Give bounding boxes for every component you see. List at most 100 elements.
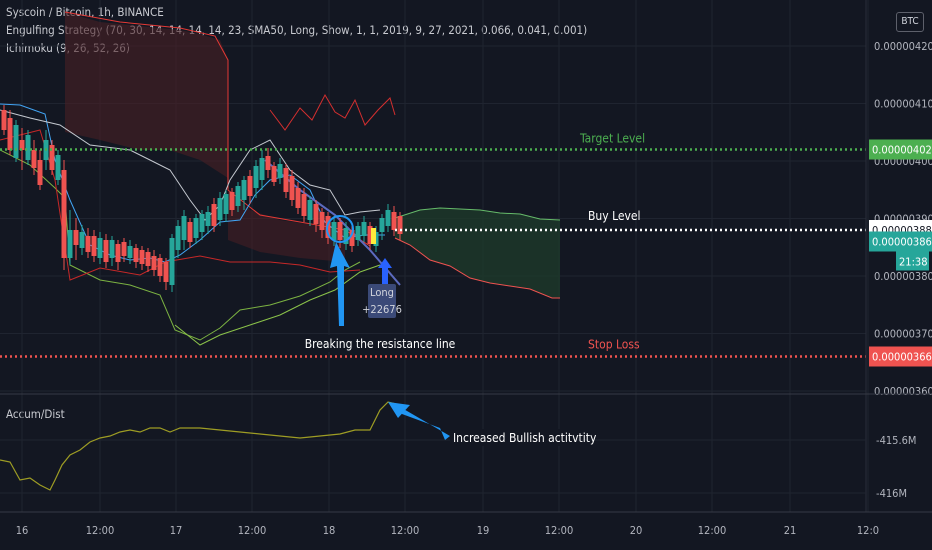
currency-badge[interactable]: BTC (896, 12, 924, 32)
candle-body (355, 226, 361, 240)
stop-price-text: 0.00000366 (872, 351, 932, 364)
green-lower-line (174, 264, 381, 346)
candle-body (259, 158, 265, 180)
long-signal-label: Long (370, 286, 394, 299)
candle-body (79, 232, 85, 248)
price-tick-label: 0.00000420 (874, 40, 932, 53)
chart-symbol-title[interactable]: Syscoin / Bitcoin, 1h, BINANCE (6, 5, 164, 19)
candle-body (19, 140, 25, 150)
candle-body (115, 244, 121, 262)
candle-body (337, 222, 343, 240)
candle-body (331, 222, 337, 240)
candle-body (193, 218, 199, 238)
candle-body (367, 226, 373, 244)
candle-body (235, 186, 241, 206)
candle-body (271, 166, 277, 182)
candle-body (229, 192, 235, 210)
ichimoku-cloud-bullish (395, 208, 560, 298)
candle-body (85, 236, 91, 252)
candle-body (181, 216, 187, 240)
candle-body (283, 168, 289, 192)
breakout-label: Breaking the resistance line (305, 337, 456, 351)
candle-body (25, 135, 31, 160)
candle-body (379, 218, 385, 232)
buy-level-label: Buy Level (588, 209, 641, 223)
price-tick-label: 0.00000370 (874, 328, 932, 341)
target-level-label: Target Level (579, 132, 645, 146)
time-tick-label: 16 (16, 524, 29, 537)
price-tick-label: 0.00000410 (874, 98, 932, 111)
candle-body (109, 240, 115, 258)
candle-body (73, 230, 79, 245)
candle-body (37, 160, 43, 185)
last-price-text: 0.00000386 (872, 236, 932, 249)
accum-dist-title[interactable]: Accum/Dist (6, 407, 65, 421)
signal-candle (371, 228, 376, 244)
candle-body (397, 216, 403, 234)
candle-body (1, 110, 7, 130)
accum-tick-label: -416M (876, 487, 907, 500)
target-price-badge (869, 139, 932, 160)
candle-body (175, 226, 181, 250)
breakout-arrow (330, 242, 350, 326)
candle-body (361, 222, 367, 236)
candle-body (7, 118, 13, 150)
price-tick-label: 0.00000360 (874, 385, 932, 398)
stop-price-badge (869, 346, 932, 367)
countdown-text: 21:38 (899, 256, 928, 269)
candle-body (319, 212, 325, 230)
accum-dist-line (0, 401, 397, 491)
long-label-box (368, 284, 396, 318)
bullish-label-bg (450, 429, 574, 446)
ichimoku-cloud-bearish (65, 12, 228, 178)
candle-body (349, 230, 355, 246)
candle-body (187, 222, 193, 242)
candle-body (217, 198, 223, 220)
candle-body (127, 246, 133, 258)
candle-body (199, 214, 205, 232)
candle-body (265, 156, 271, 170)
time-tick-label: 21 (784, 524, 797, 537)
time-tick-label: 12:00 (545, 524, 574, 537)
candle-body (103, 240, 109, 262)
candle-body (61, 170, 67, 258)
candle-body (277, 164, 283, 178)
candle-body (49, 145, 55, 170)
bullish-annotation: Increased Bullish actitvtity (453, 431, 597, 445)
candle-body (133, 248, 139, 262)
candle-body (241, 180, 247, 200)
ichimoku-cloud-bearish-2 (228, 190, 345, 262)
candle-body (295, 188, 301, 208)
long-arrow (378, 258, 392, 308)
candle-body (253, 166, 259, 188)
bullish-arrow (395, 404, 450, 440)
time-tick-label: 12:0 (857, 524, 879, 537)
long-signal-value: +22676 (362, 303, 402, 316)
price-tick-label: 0.00000380 (874, 270, 932, 283)
candle-body (343, 228, 349, 244)
lagging-span-line (269, 93, 396, 131)
candle-body (205, 212, 211, 226)
candle-body (391, 212, 397, 230)
candle-body (301, 194, 307, 216)
candle-body (211, 204, 217, 226)
breakout-label-bg (316, 335, 444, 352)
candle-body (145, 252, 151, 266)
time-tick-label: 12:00 (86, 524, 115, 537)
time-tick-label: 19 (477, 524, 490, 537)
last-price-badge (869, 231, 932, 252)
candle-body (151, 256, 157, 270)
candle-body (157, 258, 163, 276)
ichimoku-senkou-b (394, 237, 560, 299)
candle-body (247, 176, 253, 196)
candle-body (139, 250, 145, 264)
countdown-badge (896, 251, 929, 271)
ichimoku-senkou-a (394, 207, 561, 221)
time-tick-label: 12:00 (238, 524, 267, 537)
candle-body (223, 194, 229, 214)
time-tick-label: 17 (170, 524, 183, 537)
accum-tick-label: -415.6M (876, 434, 916, 447)
time-tick-label: 12:00 (698, 524, 727, 537)
candle-body (13, 125, 19, 158)
